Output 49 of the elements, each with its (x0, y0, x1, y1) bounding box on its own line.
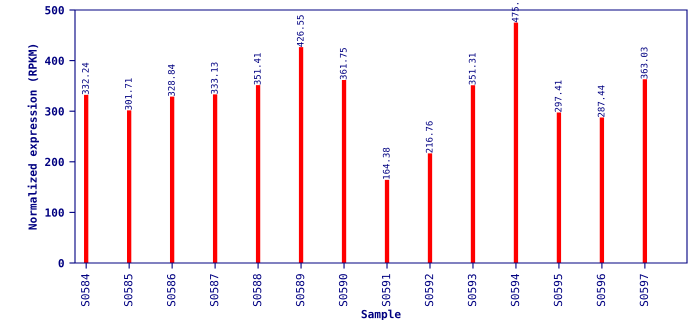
x-tick-label: S0593 (468, 274, 476, 306)
x-tick-label: S0588 (252, 274, 262, 306)
x-tick-label: S0591 (382, 274, 390, 306)
x-tick-label: S0587 (210, 274, 218, 306)
bar (256, 85, 260, 263)
bar (212, 94, 218, 263)
data-label: 301.71 (124, 78, 132, 110)
x-tick-label: S0584 (81, 274, 90, 306)
bar (556, 112, 562, 263)
data-label: 351.41 (254, 53, 261, 85)
bar (84, 94, 88, 263)
y-tick-label: 400 (45, 56, 64, 65)
bar (428, 153, 432, 263)
bar (298, 47, 304, 263)
data-label: 164.38 (382, 148, 390, 179)
y-axis-title: Normalized expression (RPKM) (28, 44, 39, 230)
bar (384, 180, 390, 263)
data-label: 297.41 (554, 80, 562, 112)
x-tick-label: S0597 (640, 274, 648, 306)
x-tick-label: S0590 (338, 274, 348, 306)
data-label: 351.31 (468, 53, 476, 85)
bar (127, 110, 132, 263)
data-label: 287.44 (598, 85, 605, 117)
x-tick-label: S0586 (166, 274, 176, 306)
bar (342, 80, 346, 263)
x-tick-label: S0592 (424, 274, 434, 306)
bar (470, 85, 476, 263)
bar (170, 96, 174, 263)
y-tick-label: 0 (58, 258, 64, 268)
bar (642, 79, 648, 263)
x-axis-title: Sample (362, 310, 401, 320)
bar (514, 22, 518, 263)
data-label: 333.13 (210, 62, 218, 94)
y-tick-label: 500 (45, 6, 64, 14)
data-label: 363.03 (640, 47, 648, 79)
x-tick-label: S0589 (296, 274, 304, 306)
data-label: 361.75 (340, 48, 347, 80)
data-label: 426.55 (296, 15, 304, 47)
y-tick-label: 100 (46, 208, 64, 217)
data-label: 328.84 (168, 64, 175, 96)
bar (600, 118, 604, 263)
x-tick-label: S0594 (510, 274, 520, 306)
x-tick-label: S0585 (124, 274, 132, 306)
data-label: 332.24 (82, 62, 89, 94)
y-tick-label: 300 (45, 107, 64, 116)
x-tick-label: S0596 (596, 274, 606, 306)
x-tick-label: S0595 (554, 274, 562, 306)
data-label: 216.76 (426, 121, 433, 153)
y-tick-label: 200 (45, 158, 64, 166)
